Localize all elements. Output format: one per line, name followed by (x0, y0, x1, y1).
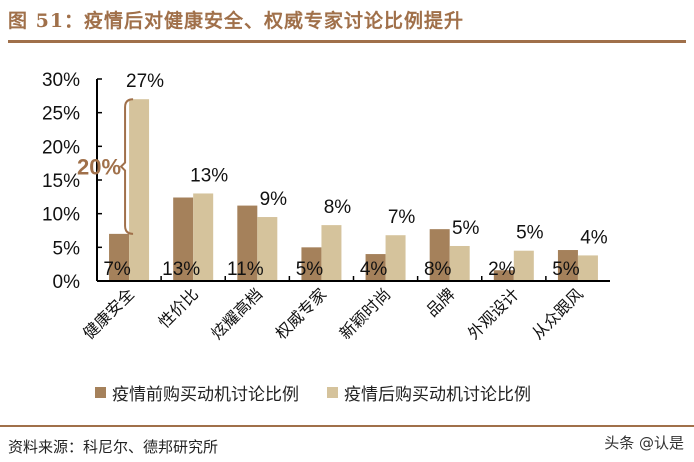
bar-before (173, 197, 194, 281)
label-after: 8% (324, 197, 352, 218)
label-after: 9% (260, 189, 288, 210)
chart-title: 图 51：疫情后对健康安全、权威专家讨论比例提升 (8, 10, 465, 32)
label-before: 5% (552, 259, 580, 280)
brace-icon (119, 98, 134, 235)
bar-chart: 0%5%10%15%20%25%30% 7%27%13%13%11%9%5%8%… (42, 70, 610, 343)
legend-swatch-after (327, 387, 338, 398)
difference-label: 20% (77, 155, 121, 180)
x-category-label: 性价比 (155, 285, 202, 332)
y-tick-label: 25% (42, 104, 80, 125)
bar-before (237, 205, 258, 281)
bar-after (321, 225, 342, 281)
legend-label-before: 疫情前购买动机讨论比例 (112, 385, 299, 405)
x-category-label: 健康安全 (80, 285, 138, 343)
y-tick-label: 15% (42, 171, 80, 192)
label-after: 5% (452, 218, 480, 239)
x-axis: 健康安全 性价比 炫耀高档 权威专家 新颖时尚 品牌 外观设计 从众跟风 (80, 276, 610, 343)
label-before: 2% (488, 259, 516, 280)
label-before: 11% (227, 259, 264, 280)
data-labels: 7%27%13%13%11%9%5%8%4%7%8%5%2%5%5%4% (103, 71, 607, 280)
x-category-label: 新颖时尚 (336, 285, 394, 343)
legend-label-after: 疫情后购买动机讨论比例 (344, 385, 531, 405)
y-axis: 0% 5% 10% 15% 20% 25% 30% (42, 70, 102, 293)
x-category-label: 炫耀高档 (208, 285, 266, 343)
title-divider (8, 40, 686, 43)
difference-annotation: 20% (77, 98, 134, 235)
bar-before (301, 247, 322, 281)
legend-swatch-before (95, 387, 106, 398)
label-before: 4% (360, 259, 388, 280)
label-after: 5% (516, 223, 544, 244)
bar-before (109, 233, 130, 281)
y-tick-label: 0% (53, 272, 81, 293)
y-tick-label: 5% (53, 238, 81, 259)
bar-after (577, 255, 598, 281)
label-before: 7% (103, 259, 131, 280)
label-before: 13% (162, 259, 200, 280)
bar-before (557, 250, 578, 281)
source-note: 资料来源：科尼尔、德邦研究所 (8, 438, 219, 456)
bar-before (429, 229, 450, 281)
legend-item-after: 疫情后购买动机讨论比例 (327, 380, 531, 405)
bar-after (449, 245, 470, 281)
footer-divider (0, 425, 694, 427)
watermark: 头条 @认是 (604, 434, 684, 452)
x-category-label: 权威专家 (272, 285, 330, 343)
label-after: 13% (190, 165, 228, 186)
label-after: 27% (126, 71, 164, 92)
legend: 疫情前购买动机讨论比例 疫情后购买动机讨论比例 (95, 380, 531, 405)
bar-after (257, 217, 278, 281)
bar-after (385, 235, 406, 281)
label-before: 5% (296, 259, 324, 280)
bar-before (365, 254, 386, 281)
x-category-label: 外观设计 (465, 285, 523, 343)
label-before: 8% (424, 259, 452, 280)
bar-after (513, 250, 534, 281)
y-tick-label: 10% (42, 205, 80, 226)
bar-after (193, 193, 214, 281)
label-after: 4% (580, 227, 608, 248)
bars (109, 99, 598, 281)
x-category-label: 品牌 (423, 285, 458, 320)
bar-before (493, 270, 514, 281)
bar-after (129, 99, 150, 281)
label-after: 7% (388, 207, 416, 228)
legend-item-before: 疫情前购买动机讨论比例 (95, 380, 299, 405)
x-category-label: 从众跟风 (529, 285, 587, 343)
y-tick-label: 30% (42, 70, 80, 91)
y-tick-label: 20% (42, 137, 80, 158)
